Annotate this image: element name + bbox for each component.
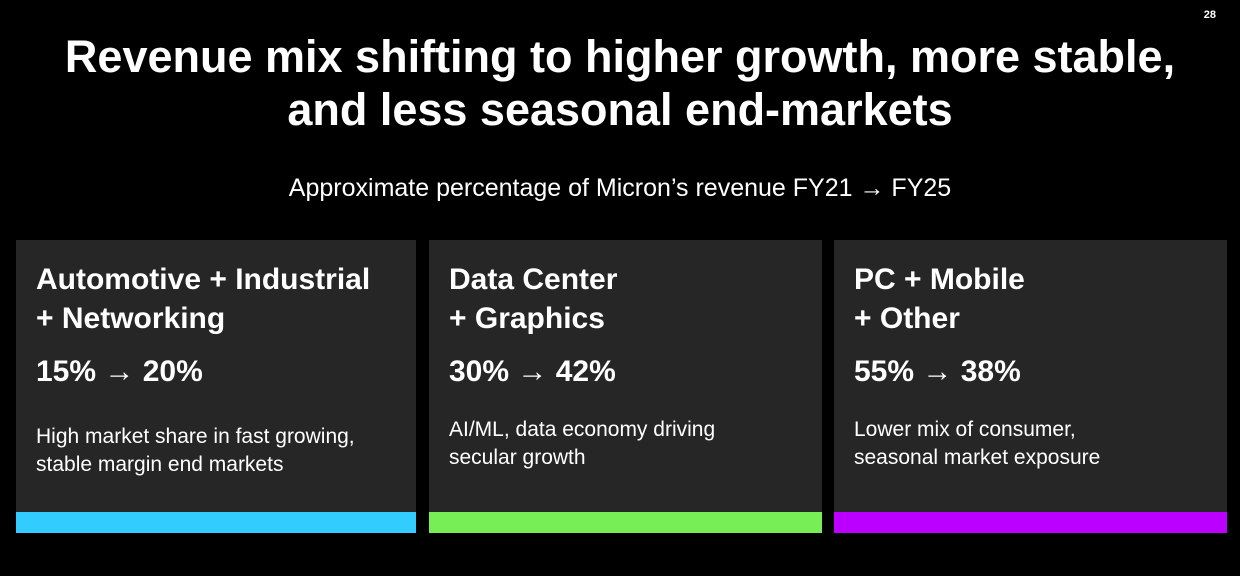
segment-description: High market share in fast growing, stabl…: [36, 423, 355, 479]
segment-description-line-2: seasonal market exposure: [854, 446, 1101, 469]
segment-card-data-center-graphics: Data Center + Graphics 30% → 42% AI/ML, …: [429, 240, 822, 533]
segment-revenue-shift: 30% → 42%: [449, 355, 616, 388]
page-number: 28: [1203, 9, 1216, 21]
segment-heading-line-2: + Networking: [36, 302, 226, 335]
segment-description-line-1: High market share in fast growing,: [36, 425, 355, 448]
segment-heading-line-2: + Other: [854, 302, 960, 335]
segment-color-bar: [834, 512, 1227, 533]
slide-title-line-2: and less seasonal end-markets: [287, 84, 953, 135]
segment-description: Lower mix of consumer, seasonal market e…: [854, 416, 1100, 472]
segment-description-line-2: stable margin end markets: [36, 453, 284, 476]
segment-heading-line-1: Data Center: [449, 263, 618, 296]
segment-description-line-1: Lower mix of consumer,: [854, 418, 1076, 441]
segment-color-bar: [429, 512, 822, 533]
segment-card-automotive-industrial-networking: Automotive + Industrial + Networking 15%…: [16, 240, 416, 533]
segment-description: AI/ML, data economy driving secular grow…: [449, 416, 715, 472]
slide-title-line-1: Revenue mix shifting to higher growth, m…: [64, 31, 1176, 82]
segment-heading: Automotive + Industrial + Networking: [36, 260, 370, 338]
segment-revenue-shift: 55% → 38%: [854, 355, 1021, 388]
segment-description-line-1: AI/ML, data economy driving: [449, 418, 716, 441]
segment-heading-line-1: PC + Mobile: [854, 263, 1025, 296]
segment-heading: PC + Mobile + Other: [854, 260, 1025, 338]
segment-heading: Data Center + Graphics: [449, 260, 617, 338]
segment-heading-line-2: + Graphics: [449, 302, 605, 335]
segment-color-bar: [16, 512, 416, 533]
segment-card-pc-mobile-other: PC + Mobile + Other 55% → 38% Lower mix …: [834, 240, 1227, 533]
segment-revenue-shift: 15% → 20%: [36, 355, 203, 388]
slide-subtitle: Approximate percentage of Micron’s reven…: [288, 174, 952, 202]
slide-title: Revenue mix shifting to higher growth, m…: [0, 30, 1240, 136]
segment-description-line-2: secular growth: [449, 446, 586, 469]
segment-heading-line-1: Automotive + Industrial: [36, 263, 371, 296]
